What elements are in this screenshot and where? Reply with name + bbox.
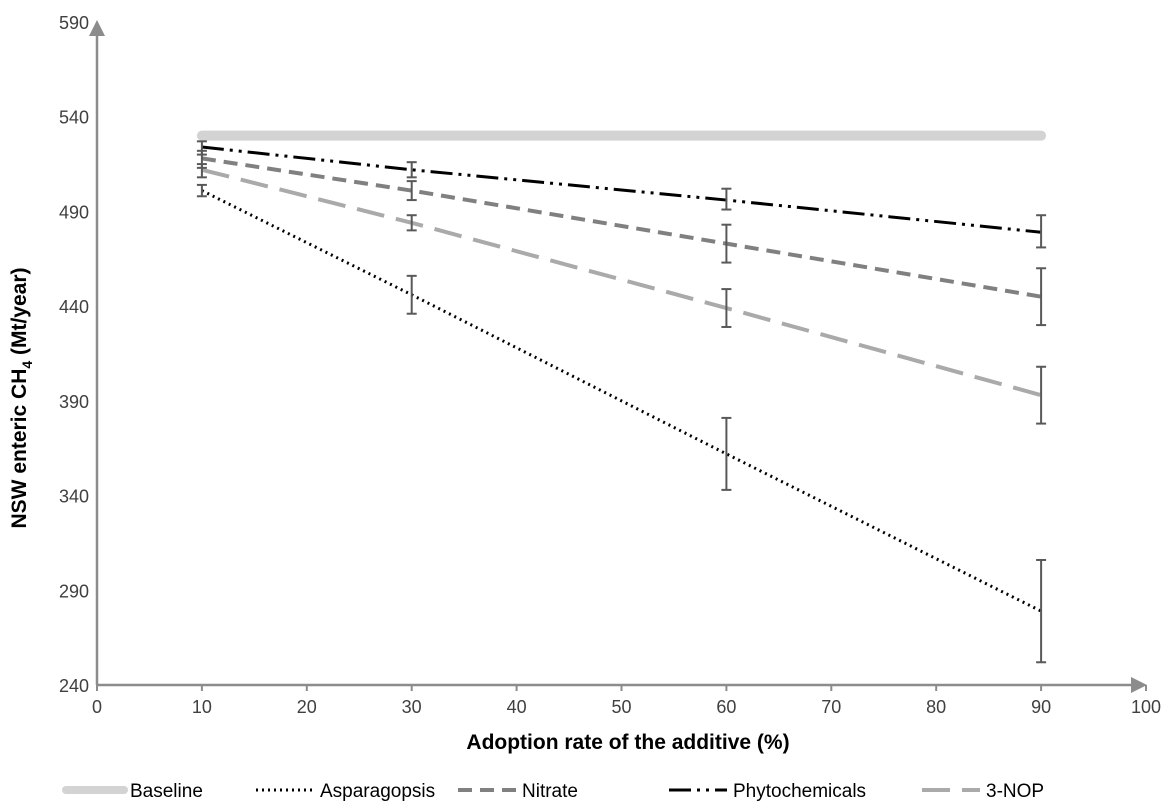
- y-axis-arrow: [89, 20, 105, 36]
- y-axis-title-main: NSW enteric CH: [8, 369, 31, 529]
- legend-label: Asparagopsis: [320, 781, 435, 802]
- error-bar-3-nop: [196, 163, 207, 179]
- legend: Baseline Asparagopsis Nitrate Phytochemical…: [62, 781, 1044, 802]
- x-tick-label: 40: [507, 697, 527, 717]
- error-bar-3-nop: [721, 288, 732, 328]
- y-tick-label: 240: [59, 676, 89, 696]
- x-tick-labels: 0 10 20 30 40 50 60 70 80 90 100: [92, 685, 1161, 717]
- error-bar-asparagopsis: [196, 183, 207, 198]
- error-bar-asparagopsis: [721, 416, 732, 491]
- error-bar-phytochemicals: [721, 187, 732, 211]
- error-bar-nitrate: [721, 223, 732, 264]
- series-line-3-nop: [201, 167, 1042, 398]
- error-bar-phytochemicals: [1036, 214, 1047, 249]
- x-tick-label: 10: [192, 697, 212, 717]
- legend-item-nitrate: Nitrate: [458, 781, 578, 802]
- legend-label: 3-NOP: [986, 781, 1044, 802]
- error-bar-phytochemicals: [196, 140, 207, 156]
- legend-label: Nitrate: [522, 781, 578, 802]
- y-axis-title-unit: (Mt/year): [8, 267, 31, 360]
- x-tick-label: 90: [1031, 697, 1051, 717]
- error-bar-phytochemicals: [406, 161, 417, 179]
- axes: [89, 20, 1147, 693]
- y-tick-label: 440: [59, 297, 89, 317]
- legend-item-phytochemicals: Phytochemicals: [669, 781, 866, 802]
- legend-item-baseline: Baseline: [62, 781, 203, 802]
- series-line-nitrate: [201, 156, 1042, 299]
- series-line-asparagopsis: [201, 189, 1042, 613]
- error-bar-3-nop: [1036, 365, 1047, 425]
- x-tick-label: 20: [297, 697, 317, 717]
- x-tick-label: 100: [1131, 697, 1161, 717]
- x-tick-label: 60: [716, 697, 736, 717]
- legend-item-asparagopsis: Asparagopsis: [256, 781, 435, 802]
- error-bar-nitrate: [1036, 267, 1047, 327]
- x-tick-label: 30: [402, 697, 422, 717]
- error-bar-3-nop: [406, 214, 417, 232]
- x-tick-label: 0: [92, 697, 102, 717]
- x-tick-label: 50: [611, 697, 631, 717]
- y-tick-labels: 240 290 340 390 440 490 540 590: [59, 13, 89, 696]
- legend-label: Phytochemicals: [733, 781, 866, 802]
- series-line-phytochemicals: [201, 145, 1042, 234]
- error-bar-asparagopsis: [1036, 558, 1047, 664]
- x-tick-label: 80: [926, 697, 946, 717]
- error-bar-asparagopsis: [406, 274, 417, 315]
- y-tick-label: 340: [59, 487, 89, 507]
- error-bar-nitrate: [406, 180, 417, 202]
- legend-item-3-nop: 3-NOP: [922, 781, 1044, 802]
- y-tick-label: 590: [59, 13, 89, 33]
- y-tick-label: 390: [59, 392, 89, 412]
- y-axis-title-subscript: 4: [19, 361, 35, 369]
- y-tick-label: 540: [59, 108, 89, 128]
- error-bars: [196, 140, 1047, 664]
- legend-label: Baseline: [130, 781, 203, 802]
- x-tick-label: 70: [821, 697, 841, 717]
- x-axis-title: Adoption rate of the additive (%): [466, 731, 789, 754]
- y-tick-label: 290: [59, 581, 89, 601]
- y-tick-label: 490: [59, 202, 89, 222]
- x-axis-arrow: [1131, 677, 1147, 693]
- y-axis-title: NSW enteric CH4 (Mt/year): [8, 267, 35, 528]
- series-layer: [196, 130, 1047, 613]
